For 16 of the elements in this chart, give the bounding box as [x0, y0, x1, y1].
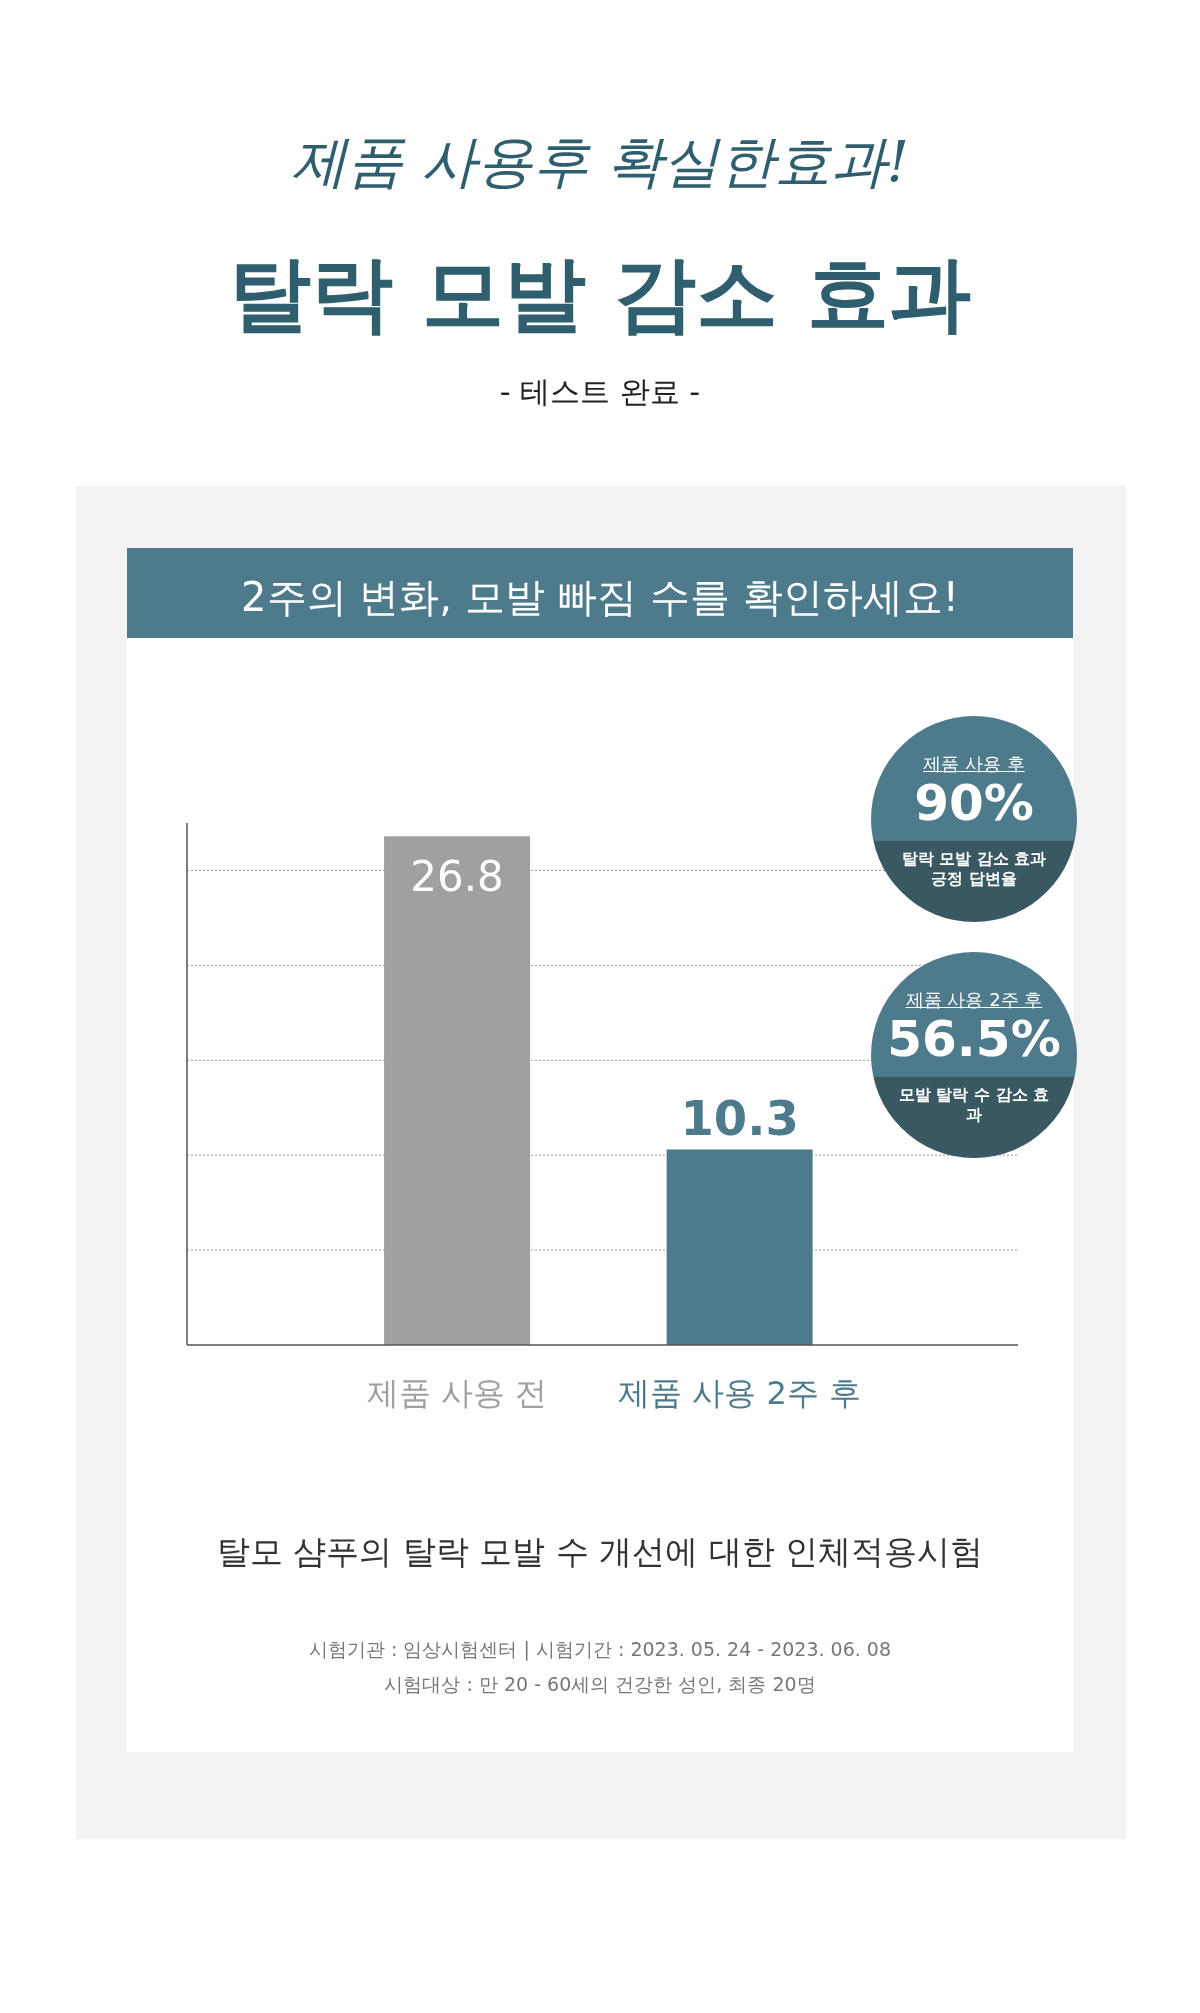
text: 시험기관 : 임상시험센터 | 시험기간 : 2023. 05. 24 - 2023. 06. 08	[307, 1637, 893, 1663]
text: 탈모 샴푸의 탈락 모발 수 개선에 대한 인체적용시험	[215, 1531, 985, 1573]
annotation: 56.5%	[886, 1010, 1062, 1068]
data-label: 10.3	[680, 1090, 799, 1147]
annotation: 모발 탈락 수 감소 효과	[897, 1085, 1051, 1125]
chart-title: 탈락 모발 감소 효과	[228, 245, 972, 343]
x-tick-label: 제품 사용 전	[365, 1373, 549, 1414]
annotation: 탈락 모발 감소 효과 긍정 답변율	[900, 849, 1048, 889]
annotation: 제품 사용 2주 후	[904, 988, 1044, 1012]
data-label: 26.8	[410, 852, 504, 902]
text: 시험대상 : 만 20 - 60세의 건강한 성인, 최종 20명	[383, 1672, 817, 1697]
text: 제품 사용후 확실한효과!	[289, 128, 911, 196]
annotation: 90%	[913, 774, 1035, 832]
text: - 테스트 완료 -	[498, 373, 702, 411]
text: 제품 사용 후	[922, 752, 1026, 776]
chart-subtitle: 2주의 변화, 모발 빠짐 수를 확인하세요!	[240, 573, 960, 622]
